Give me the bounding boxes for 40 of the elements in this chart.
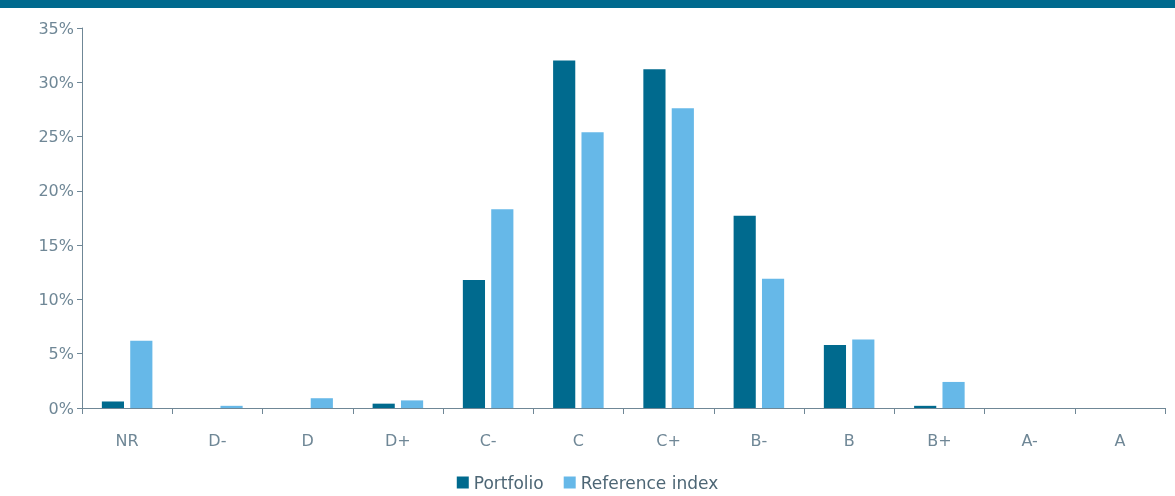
x-tick-label: D-: [208, 430, 227, 450]
x-tick-label: C-: [479, 430, 497, 450]
bar: [220, 405, 243, 408]
y-tick-label: 25%: [38, 127, 74, 147]
bar: [671, 108, 694, 408]
bar: [462, 279, 486, 408]
y-tick-label: 35%: [38, 18, 74, 38]
x-tick-label: B-: [750, 430, 768, 450]
y-tick-label: 5%: [48, 344, 74, 364]
y-tick-label: 30%: [38, 72, 74, 92]
bar: [101, 401, 125, 408]
x-tick-label: NR: [115, 430, 139, 450]
bar: [372, 403, 395, 408]
y-tick-label: 10%: [38, 289, 74, 309]
bar: [581, 132, 604, 408]
x-tick-label: A: [1114, 430, 1126, 450]
x-tick-label: D: [301, 430, 314, 450]
x-tick-label: C+: [656, 430, 681, 450]
x-tick-label: B+: [927, 430, 952, 450]
bar: [761, 278, 785, 408]
bar: [130, 340, 153, 408]
legend-label: Reference index: [580, 472, 719, 493]
legend-label: Portfolio: [473, 472, 544, 493]
bar: [310, 398, 333, 408]
bar: [914, 405, 937, 408]
bar: [400, 400, 424, 408]
bar: [491, 209, 514, 408]
x-tick-label: D+: [385, 430, 411, 450]
x-tick-label: B: [843, 430, 855, 450]
bar: [823, 345, 847, 408]
bar: [852, 339, 875, 408]
bar: [942, 381, 965, 408]
y-tick-label: 0%: [48, 398, 74, 418]
bar: [553, 60, 576, 408]
x-tick-label: A-: [1021, 430, 1038, 450]
x-tick-label: C: [572, 430, 584, 450]
bar: [733, 215, 756, 408]
y-tick-label: 15%: [38, 235, 74, 255]
bar: [643, 69, 666, 408]
y-tick-label: 20%: [38, 181, 74, 201]
